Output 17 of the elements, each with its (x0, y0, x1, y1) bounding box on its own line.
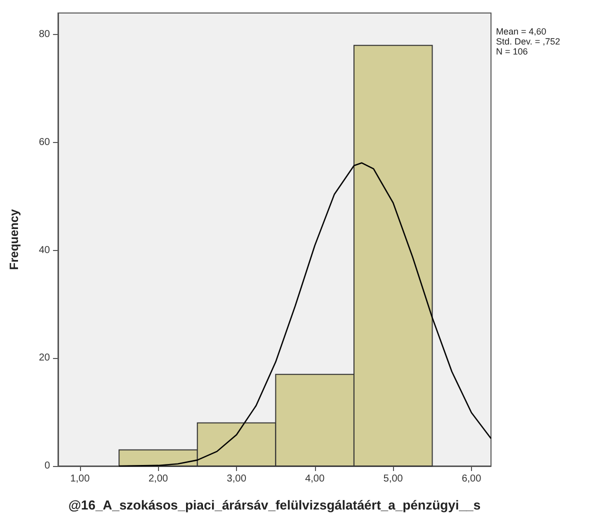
line-series (118, 162, 492, 467)
x-tick-label: 1,00 (70, 474, 90, 484)
text: N = 106 (496, 46, 528, 56)
y-tick-label: 80 (38, 29, 50, 40)
text: Std. Dev. = ,752 (496, 36, 560, 46)
x-tick-label: 6,00 (462, 474, 482, 484)
y-axis-title: Frequency (7, 208, 21, 270)
x-axis-title: @16_A_szokásos_piaci_árársáv_felülvizsgálatáért_a_pénzügyi__s (68, 498, 481, 512)
x-tick-label: 5,00 (383, 474, 404, 484)
y-tick-label: 0 (44, 460, 50, 472)
x-tick-label: 4,00 (305, 474, 325, 484)
y-tick-label: 40 (38, 244, 50, 256)
x-tick-label: 3,00 (226, 474, 247, 484)
y-tick-label: 20 (38, 352, 50, 364)
x-tick-label: 2,00 (148, 474, 168, 484)
y-tick-label: 60 (38, 136, 50, 148)
text: Mean = 4,60 (496, 26, 546, 36)
